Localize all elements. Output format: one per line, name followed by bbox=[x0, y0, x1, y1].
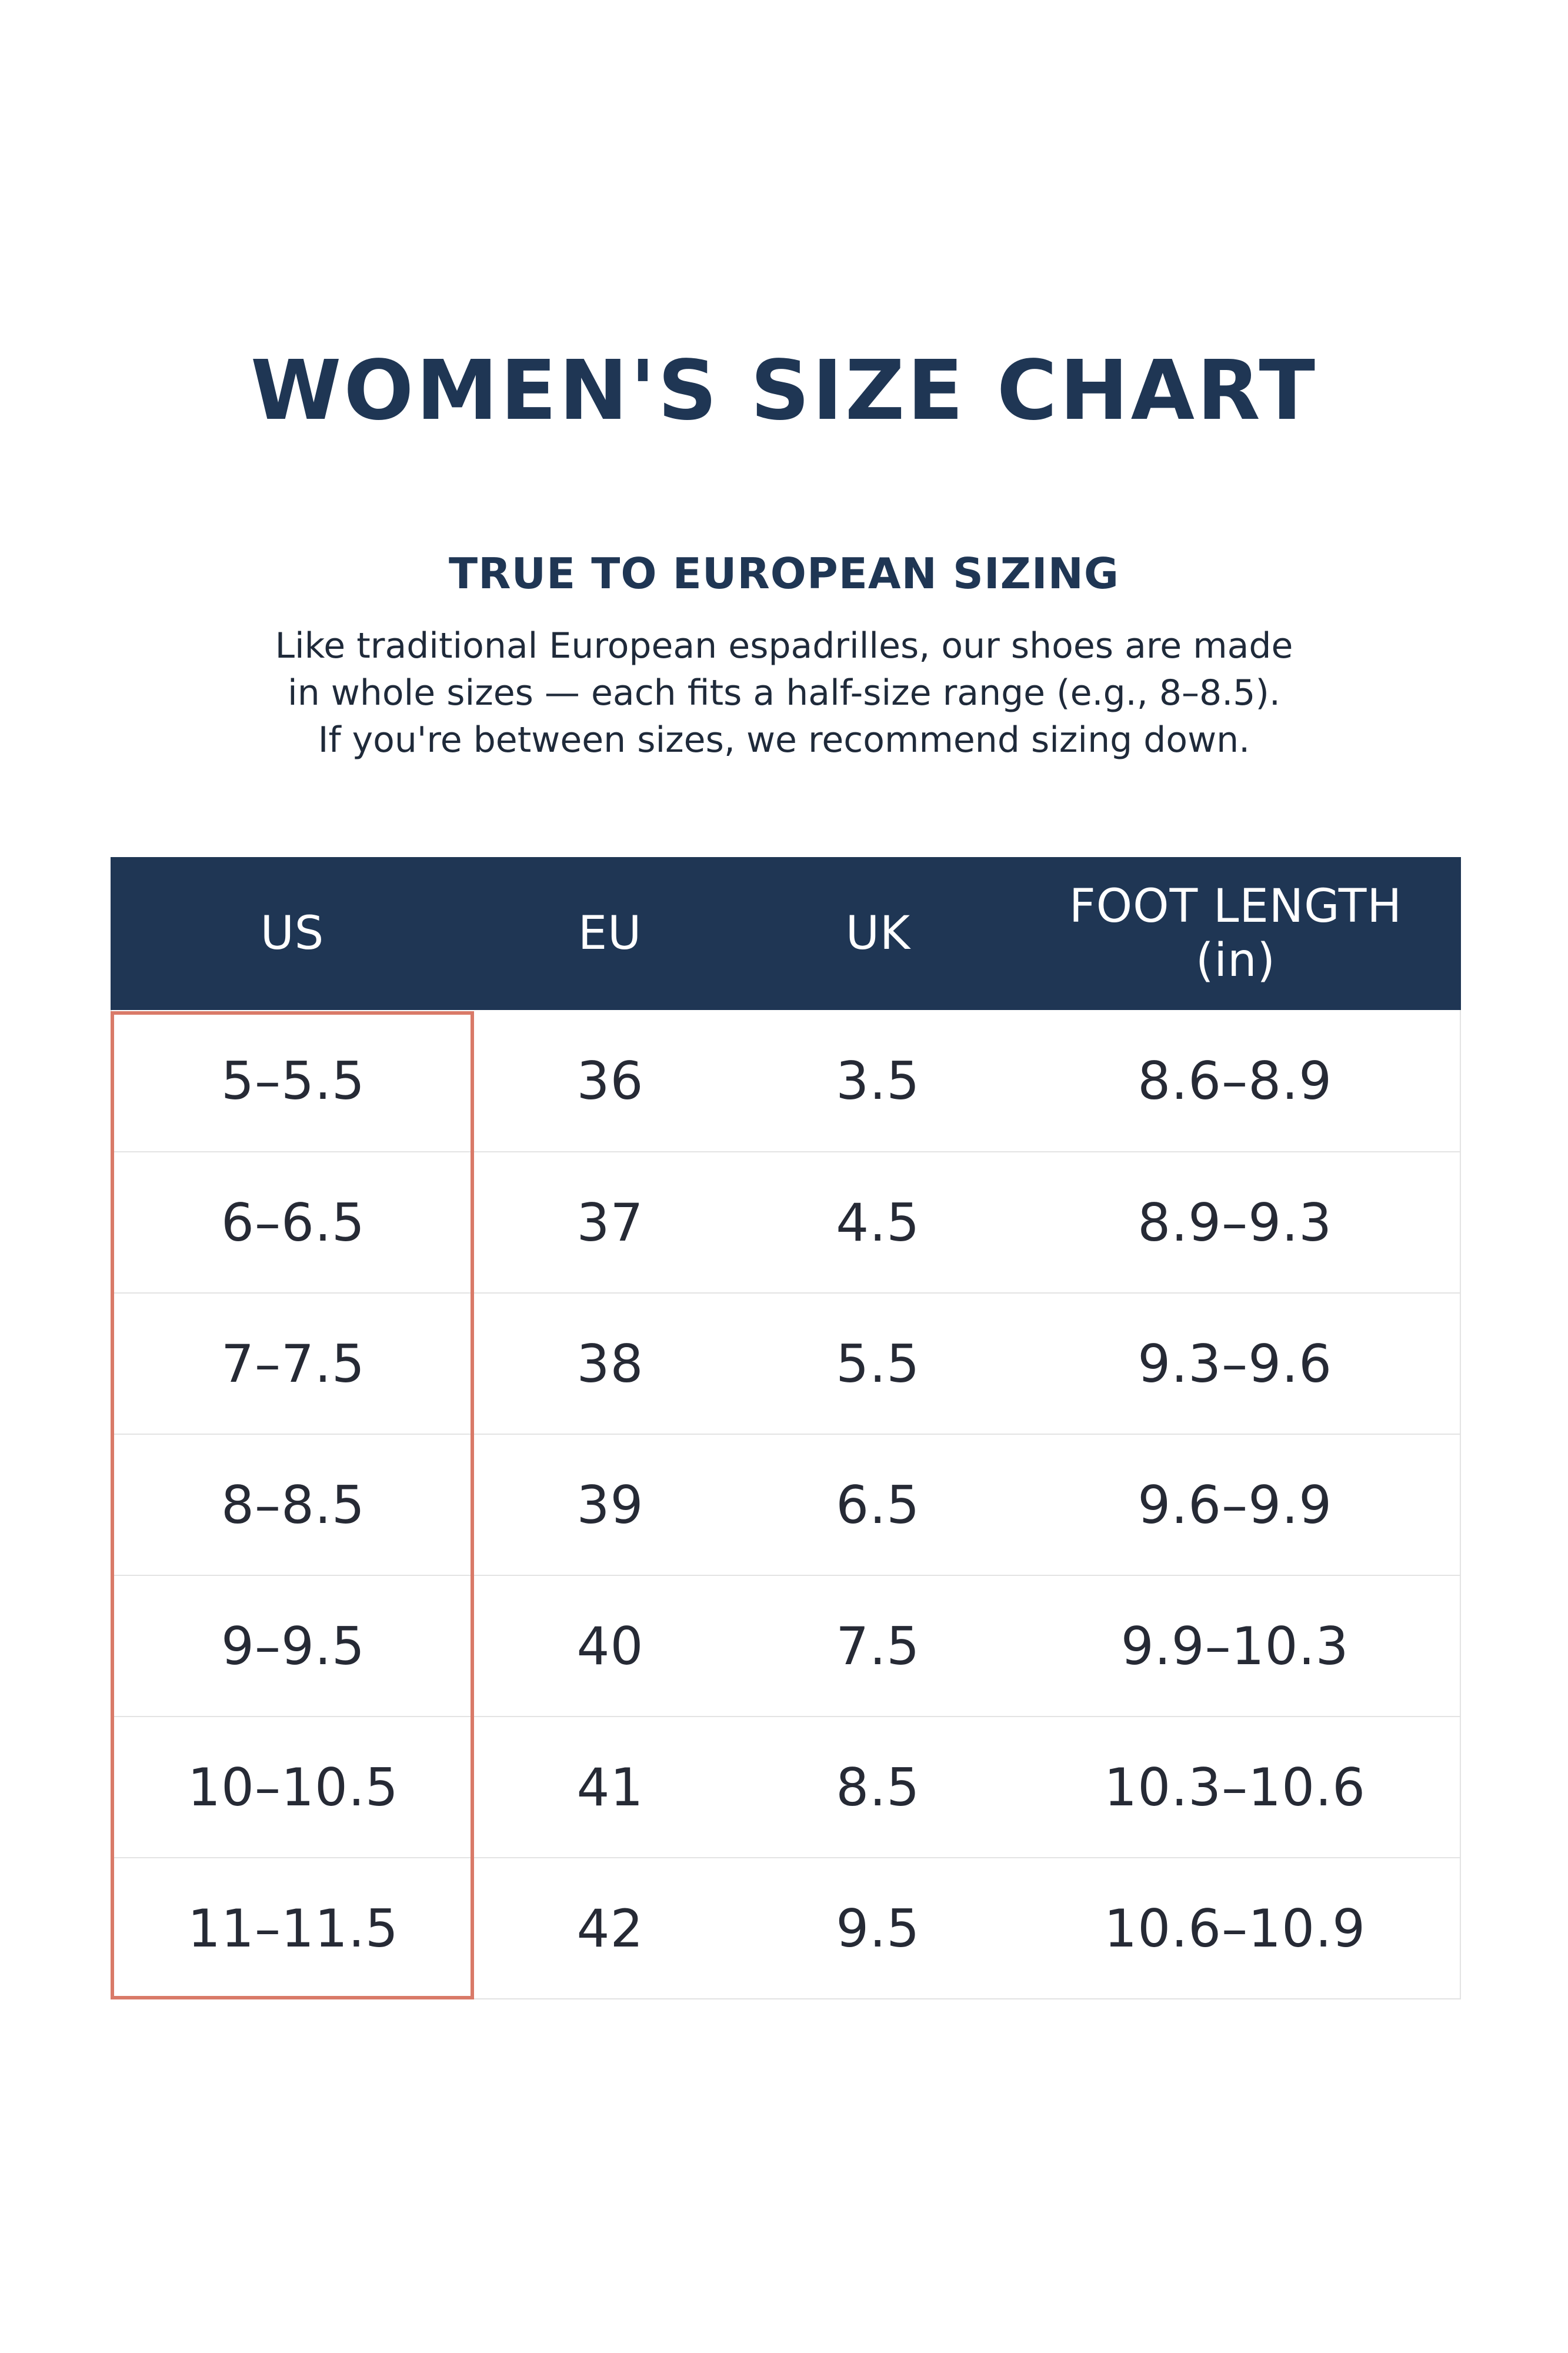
column-header-eu: EU bbox=[578, 907, 642, 960]
size-chart-table: US EU UK FOOT LENGTH (in) 5–5.5 36 3.5 8… bbox=[111, 857, 1461, 1999]
cell-uk: 6.5 bbox=[836, 1474, 920, 1535]
cell-eu: 41 bbox=[576, 1757, 644, 1818]
cell-us: 5–5.5 bbox=[221, 1050, 365, 1111]
intro-text: Like traditional European espadrilles, o… bbox=[0, 622, 1568, 764]
column-header-foot-length-unit: (in) bbox=[1196, 934, 1276, 987]
cell-foot-length: 9.9–10.3 bbox=[1120, 1615, 1349, 1677]
cell-us: 11–11.5 bbox=[188, 1898, 399, 1959]
intro-line: in whole sizes — each fits a half-size r… bbox=[288, 672, 1280, 714]
cell-eu: 37 bbox=[576, 1192, 644, 1253]
cell-us: 6–6.5 bbox=[221, 1192, 365, 1253]
intro-line: If you're between sizes, we recommend si… bbox=[318, 719, 1250, 761]
column-header-foot-length-label: FOOT LENGTH bbox=[1069, 880, 1403, 933]
column-header-us: US bbox=[260, 907, 325, 960]
cell-foot-length: 8.6–8.9 bbox=[1137, 1050, 1333, 1111]
cell-eu: 40 bbox=[576, 1615, 644, 1677]
cell-eu: 36 bbox=[576, 1050, 644, 1111]
cell-foot-length: 9.3–9.6 bbox=[1137, 1333, 1333, 1394]
cell-uk: 8.5 bbox=[836, 1757, 920, 1818]
cell-uk: 3.5 bbox=[836, 1050, 920, 1111]
table-row: 6–6.5 37 4.5 8.9–9.3 bbox=[112, 1151, 1460, 1292]
cell-foot-length: 8.9–9.3 bbox=[1137, 1192, 1333, 1253]
cell-uk: 9.5 bbox=[836, 1898, 920, 1959]
table-row: 10–10.5 41 8.5 10.3–10.6 bbox=[112, 1716, 1460, 1857]
table-header-row: US EU UK FOOT LENGTH (in) bbox=[111, 857, 1461, 1010]
cell-us: 8–8.5 bbox=[221, 1474, 365, 1535]
table-row: 7–7.5 38 5.5 9.3–9.6 bbox=[112, 1292, 1460, 1434]
page-subtitle: TRUE TO EUROPEAN SIZING bbox=[449, 549, 1119, 598]
cell-eu: 39 bbox=[576, 1474, 644, 1535]
column-header-uk: UK bbox=[845, 907, 911, 960]
table-body: 5–5.5 36 3.5 8.6–8.9 6–6.5 37 4.5 8.9–9.… bbox=[111, 1010, 1461, 1999]
intro-line: Like traditional European espadrilles, o… bbox=[275, 625, 1293, 666]
table-row: 11–11.5 42 9.5 10.6–10.9 bbox=[112, 1857, 1460, 1998]
table-row: 9–9.5 40 7.5 9.9–10.3 bbox=[112, 1575, 1460, 1716]
cell-us: 10–10.5 bbox=[188, 1757, 399, 1818]
cell-us: 7–7.5 bbox=[221, 1333, 365, 1394]
cell-uk: 7.5 bbox=[836, 1615, 920, 1677]
cell-uk: 5.5 bbox=[836, 1333, 920, 1394]
cell-foot-length: 10.3–10.6 bbox=[1104, 1757, 1366, 1818]
cell-foot-length: 9.6–9.9 bbox=[1137, 1474, 1333, 1535]
cell-us: 9–9.5 bbox=[221, 1615, 365, 1677]
table-row: 8–8.5 39 6.5 9.6–9.9 bbox=[112, 1434, 1460, 1575]
column-header-foot-length: FOOT LENGTH (in) bbox=[1010, 857, 1461, 1010]
table-row: 5–5.5 36 3.5 8.6–8.9 bbox=[112, 1010, 1460, 1151]
cell-uk: 4.5 bbox=[836, 1192, 920, 1253]
cell-eu: 38 bbox=[576, 1333, 644, 1394]
cell-eu: 42 bbox=[576, 1898, 644, 1959]
cell-foot-length: 10.6–10.9 bbox=[1104, 1898, 1366, 1959]
page-title: WOMEN'S SIZE CHART bbox=[250, 343, 1318, 439]
